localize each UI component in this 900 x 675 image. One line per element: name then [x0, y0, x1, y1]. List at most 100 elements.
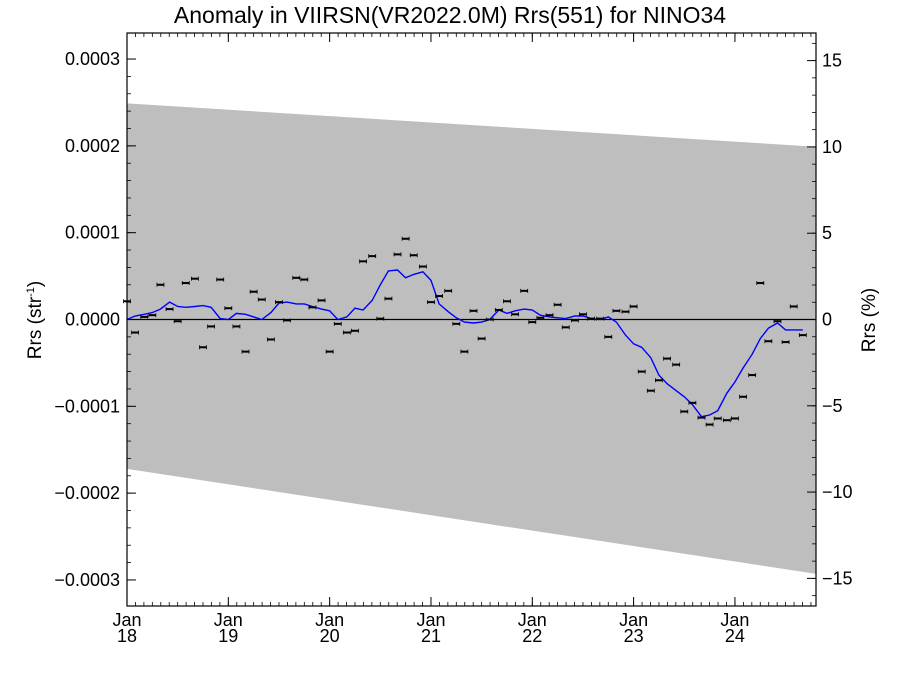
data-point: [409, 253, 418, 258]
data-point: [596, 316, 605, 321]
data-point: [629, 304, 638, 309]
x-tick-label-month: Jan: [720, 610, 749, 630]
data-point: [477, 336, 486, 341]
data-point: [418, 264, 427, 269]
data-point: [688, 400, 697, 405]
data-point: [570, 318, 579, 323]
y-tick-label-left: −0.0001: [54, 396, 120, 416]
data-point: [148, 313, 157, 318]
data-point: [731, 416, 739, 421]
data-point: [393, 252, 402, 257]
data-point: [224, 306, 233, 311]
data-point: [216, 277, 225, 282]
data-point: [460, 349, 469, 354]
y-tick-label-left: −0.0003: [54, 570, 120, 590]
data-point: [401, 236, 410, 241]
data-point: [266, 337, 275, 342]
data-point: [333, 321, 342, 326]
data-point: [536, 315, 545, 320]
data-point: [646, 388, 655, 393]
data-point: [317, 298, 326, 303]
data-point: [705, 422, 714, 427]
x-tick-label-month: Jan: [416, 610, 445, 630]
data-point: [368, 254, 377, 259]
x-tick-label-month: Jan: [214, 610, 243, 630]
data-point: [452, 321, 461, 326]
data-point: [764, 339, 773, 344]
data-point: [781, 340, 790, 345]
data-point: [444, 288, 453, 293]
data-point: [351, 328, 359, 333]
uncertainty-band: [127, 103, 816, 574]
data-point: [722, 418, 731, 423]
x-tick-label-month: Jan: [619, 610, 648, 630]
data-point: [553, 302, 562, 307]
y-tick-label-right: 0: [822, 310, 832, 330]
data-point: [249, 289, 258, 294]
data-point: [579, 312, 587, 317]
data-point: [275, 300, 283, 305]
data-point: [435, 294, 443, 299]
data-point: [165, 307, 174, 312]
data-point: [241, 349, 250, 354]
data-point: [789, 304, 798, 309]
y-tick-label-left: 0.0000: [65, 310, 120, 330]
data-point: [257, 297, 266, 302]
data-point: [325, 349, 334, 354]
data-point: [342, 330, 351, 335]
data-point: [561, 325, 570, 330]
data-point: [511, 312, 519, 317]
data-point: [292, 275, 301, 280]
x-tick-label-year: 22: [522, 626, 542, 646]
data-point: [359, 259, 367, 264]
data-point: [545, 313, 554, 318]
data-point: [528, 320, 537, 325]
data-point: [621, 309, 630, 314]
data-point: [672, 362, 681, 367]
data-point: [773, 319, 782, 324]
data-point: [748, 373, 757, 378]
data-point: [283, 318, 291, 323]
data-point: [469, 308, 478, 313]
x-tick-label-month: Jan: [315, 610, 344, 630]
data-point: [173, 319, 182, 324]
x-tick-label-year: 20: [320, 626, 340, 646]
data-point: [199, 345, 207, 350]
y-tick-label-right: 10: [822, 137, 842, 157]
data-point: [485, 317, 494, 322]
chart-title: Anomaly in VIIRSN(VR2022.0M) Rrs(551) fo…: [173, 2, 727, 28]
x-tick-label-month: Jan: [112, 610, 141, 630]
data-point: [756, 281, 765, 286]
data-point: [494, 307, 503, 312]
y-tick-label-right: −5: [822, 396, 843, 416]
data-point: [739, 394, 747, 399]
x-tick-label-year: 18: [117, 626, 137, 646]
data-point: [232, 324, 241, 329]
y-tick-label-left: 0.0001: [65, 223, 120, 243]
data-point: [207, 324, 215, 329]
y-tick-label-right: −10: [822, 482, 853, 502]
y-tick-label-left: −0.0002: [54, 483, 120, 503]
data-point: [503, 299, 511, 304]
y-tick-label-right: 15: [822, 51, 842, 71]
data-point: [798, 333, 807, 338]
data-point: [713, 416, 722, 421]
data-point: [655, 378, 663, 383]
data-point: [156, 282, 165, 287]
data-point: [680, 409, 689, 414]
data-point: [140, 314, 149, 319]
data-point: [181, 281, 190, 286]
data-point: [520, 288, 529, 293]
y-tick-label-left: 0.0003: [65, 49, 120, 69]
y-tick-label-right: 5: [822, 223, 832, 243]
data-point: [131, 330, 140, 335]
y-tick-label-right: −15: [822, 568, 853, 588]
data-point: [300, 277, 309, 282]
data-point: [604, 334, 613, 339]
data-point: [427, 300, 435, 305]
data-point: [190, 276, 199, 281]
x-tick-label-year: 19: [218, 626, 238, 646]
y-tick-label-left: 0.0002: [65, 136, 120, 156]
data-point: [663, 356, 671, 361]
